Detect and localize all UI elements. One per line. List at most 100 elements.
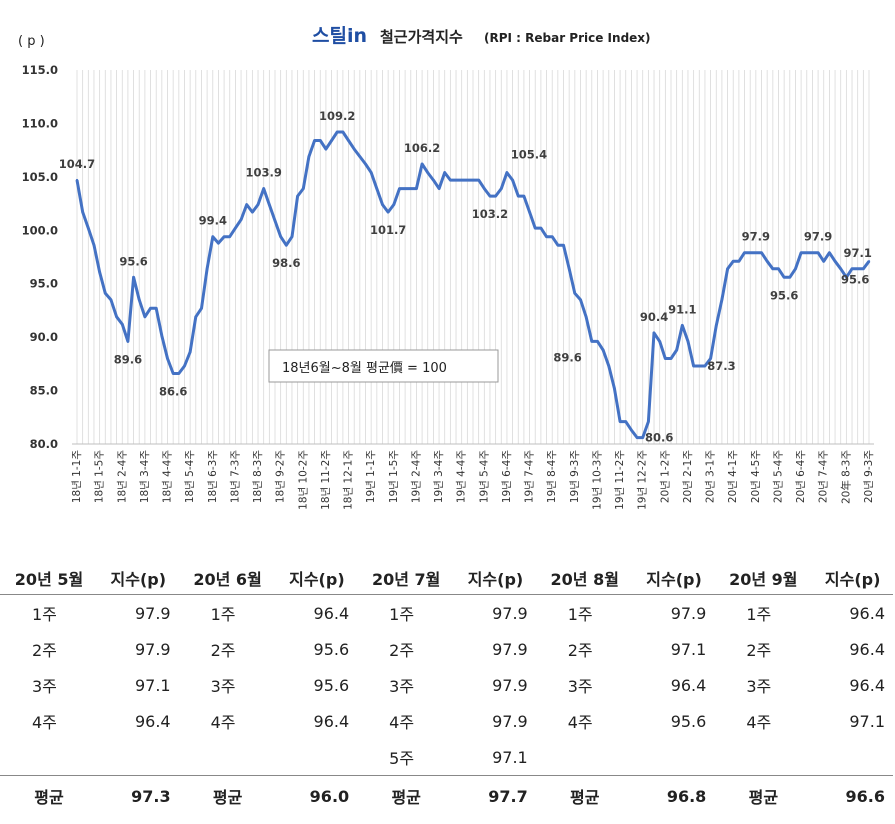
data-point xyxy=(251,210,254,214)
x-tick-label: 19년 11-2주 xyxy=(614,450,626,510)
index-cell: 97.1 xyxy=(670,639,707,659)
data-point xyxy=(75,178,79,182)
x-tick-label: 19년 6-4주 xyxy=(501,450,513,504)
week-cell: 3주 xyxy=(746,677,772,696)
data-point xyxy=(681,324,684,327)
data-point xyxy=(375,187,379,190)
data-point xyxy=(539,226,543,230)
data-point xyxy=(669,357,673,360)
data-point xyxy=(432,178,435,182)
data-point xyxy=(256,203,260,206)
x-tick-label: 18년 1-1주 xyxy=(71,450,83,504)
data-point xyxy=(369,171,373,174)
week-cell xyxy=(179,739,277,776)
data-label: 109.2 xyxy=(319,109,355,123)
index-cell: 95.6 xyxy=(670,711,707,731)
index-cell: 97.1 xyxy=(134,675,171,695)
data-label: 89.6 xyxy=(114,352,142,366)
data-point xyxy=(194,315,197,319)
header-jun: 20년 6월 xyxy=(178,562,277,595)
index-cell: 96.4 xyxy=(134,711,171,731)
average-value: 97.3 xyxy=(98,775,179,816)
index-cell: 95.6 xyxy=(313,639,350,659)
rebar-price-index-chart: 스틸in 철근가격지수 (RPI : Rebar Price Index) ( p )… xyxy=(18,25,875,510)
x-tick-label: 20년 7-4주 xyxy=(818,450,830,504)
x-tick-label: 19년 12-2주 xyxy=(637,450,649,510)
data-point xyxy=(183,364,186,368)
data-point xyxy=(754,251,758,254)
x-tick-label: 19년 4-4주 xyxy=(456,450,468,504)
week-cell: 1주 xyxy=(32,605,57,624)
data-point xyxy=(799,251,803,254)
y-tick-label: 105.0 xyxy=(22,170,58,184)
x-tick-label: 19년 9-3주 xyxy=(569,450,581,504)
annotation-text: 18년6월~8월 평균價 = 100 xyxy=(282,361,447,376)
header-index: 지수(p) xyxy=(812,562,893,595)
data-label: 90.4 xyxy=(640,310,668,324)
data-point xyxy=(81,210,84,214)
data-point xyxy=(420,162,424,166)
data-point xyxy=(833,260,837,263)
y-tick-label: 85.0 xyxy=(30,384,58,398)
week-cell: 4주 xyxy=(389,713,415,732)
data-point xyxy=(454,178,458,182)
data-label: 101.7 xyxy=(370,223,406,237)
x-tick-label: 19년 1-1주 xyxy=(365,450,377,504)
x-tick-label: 18년 1-5주 xyxy=(94,450,106,504)
data-point xyxy=(556,244,560,247)
chart-title-suffix: (RPI : Rebar Price Index) xyxy=(484,31,651,45)
data-point xyxy=(551,235,554,238)
data-point xyxy=(228,235,231,238)
data-point xyxy=(409,187,412,190)
data-point xyxy=(545,235,548,238)
x-tick-label: 19년 2-4주 xyxy=(410,450,422,504)
y-tick-label: 115.0 xyxy=(22,63,58,77)
x-tick-label: 20년 9-3주 xyxy=(863,450,875,504)
data-point xyxy=(720,298,724,301)
week-cell xyxy=(0,739,98,776)
week-cell: 1주 xyxy=(389,605,415,624)
title-brand: 스틸in xyxy=(312,25,367,47)
data-point xyxy=(392,203,395,206)
data-point xyxy=(319,139,322,142)
data-point xyxy=(777,267,780,270)
week-cell: 4주 xyxy=(210,713,236,732)
data-point xyxy=(302,187,305,190)
header-sep: 20년 9월 xyxy=(714,562,813,595)
index-cell: 97.1 xyxy=(849,711,885,731)
average-value: 96.0 xyxy=(276,775,358,816)
data-point xyxy=(245,203,248,206)
index-cell: 97.9 xyxy=(134,603,171,623)
week-cell: 1주 xyxy=(567,605,593,624)
table-row: 3주 97.1 3주 95.6 3주 97.9 3주 96.4 3주 96.4 xyxy=(0,667,893,703)
monthly-index-table: 20년 5월 지수(p) 20년 6월 지수(p) 20년 7월 지수(p) 2… xyxy=(0,562,893,816)
data-point xyxy=(200,307,203,310)
table-row: 4주 96.4 4주 96.4 4주 97.9 4주 95.6 4주 97.1 xyxy=(0,703,893,739)
average-label: 평균 xyxy=(714,775,813,816)
index-cell: 96.4 xyxy=(313,603,350,623)
week-cell: 3주 xyxy=(389,677,415,696)
week-cell: 2주 xyxy=(32,641,57,660)
data-label: 103.9 xyxy=(245,166,281,180)
data-point xyxy=(386,210,390,214)
data-point xyxy=(149,307,152,310)
data-point xyxy=(839,267,842,270)
data-point xyxy=(624,420,627,423)
index-cell xyxy=(277,739,358,776)
data-point xyxy=(675,348,678,352)
data-point xyxy=(500,187,503,190)
data-point xyxy=(635,436,639,439)
data-point xyxy=(867,260,871,263)
data-label: 103.2 xyxy=(472,207,508,221)
index-cell: 96.4 xyxy=(849,675,885,695)
data-point xyxy=(630,428,633,432)
x-tick-label: 20년 2-1주 xyxy=(682,450,694,504)
x-tick-label: 18년 9-2주 xyxy=(275,450,287,504)
data-point xyxy=(217,241,220,245)
index-cell: 97.9 xyxy=(670,603,707,623)
week-cell: 2주 xyxy=(567,641,593,660)
data-point xyxy=(126,340,130,343)
data-label: 89.6 xyxy=(553,350,581,364)
week-cell: 1주 xyxy=(210,605,236,624)
data-point xyxy=(104,292,107,295)
